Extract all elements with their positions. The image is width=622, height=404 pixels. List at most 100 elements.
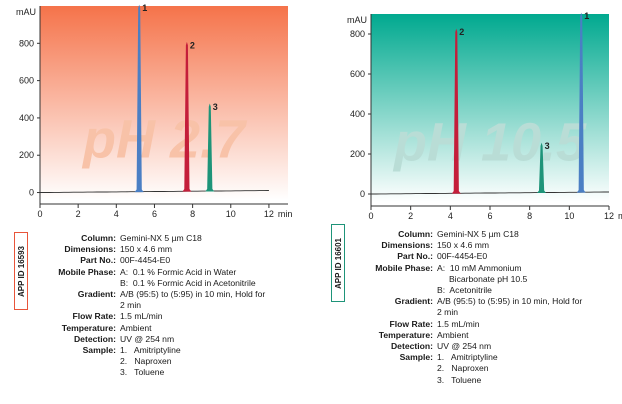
condition-key: Part No.: bbox=[397, 251, 433, 262]
condition-key: Flow Rate: bbox=[72, 311, 116, 322]
condition-row: Temperature: Ambient bbox=[351, 330, 582, 341]
condition-value: 150 x 4.6 mm bbox=[437, 240, 489, 251]
condition-key: Detection: bbox=[73, 333, 116, 344]
condition-value: A/B (95:5) to (5:95) in 10 min, Hold for… bbox=[120, 289, 265, 311]
y-tick-label: 400 bbox=[19, 113, 34, 123]
condition-value: 00F-4454-E0 bbox=[120, 255, 170, 266]
peak-label-3: 3 bbox=[545, 141, 550, 151]
x-tick-label: 10 bbox=[226, 209, 236, 219]
condition-value: 1.5 mL/min bbox=[437, 319, 480, 330]
app-id-text: APP ID 16593 bbox=[16, 245, 26, 297]
peak-label-2: 2 bbox=[190, 40, 195, 50]
condition-value-line: 2 min bbox=[437, 307, 459, 318]
x-tick-label: 6 bbox=[152, 209, 157, 219]
condition-row: Detection: UV @ 254 nm bbox=[34, 334, 265, 345]
y-tick-label: 200 bbox=[350, 149, 365, 159]
y-tick-label: 0 bbox=[360, 189, 365, 199]
condition-value-line: 1.5 mL/min bbox=[120, 311, 163, 322]
x-tick-label: 2 bbox=[76, 209, 81, 219]
peak-label-1: 1 bbox=[584, 11, 589, 21]
method-conditions: Column: Gemini-NX 5 µm C18 Dimensions: 150 … bbox=[351, 229, 582, 386]
x-tick-label: 10 bbox=[564, 211, 574, 221]
condition-key: Temperature: bbox=[378, 329, 433, 340]
x-tick-label: 12 bbox=[604, 211, 614, 221]
app-id-text: APP ID 16601 bbox=[333, 237, 343, 289]
condition-value-line: A: 10 mM Ammonium bbox=[437, 262, 522, 273]
condition-row: Mobile Phase: A: 10 mM Ammonium Bicarbona… bbox=[351, 263, 582, 297]
peak-1 bbox=[134, 4, 144, 193]
condition-value: 150 x 4.6 mm bbox=[120, 244, 172, 255]
x-axis-unit: min bbox=[618, 211, 622, 221]
x-tick-label: 2 bbox=[408, 211, 413, 221]
condition-value-line: A/B (95:5) to (5:95) in 10 min, Hold for bbox=[437, 296, 583, 307]
condition-value: UV @ 254 nm bbox=[437, 341, 491, 352]
condition-key: Part No.: bbox=[80, 255, 116, 266]
method-conditions: Column: Gemini-NX 5 µm C18 Dimensions: 150 … bbox=[34, 233, 265, 379]
condition-value-line: 1. Amitriptyline bbox=[437, 352, 498, 363]
chromatogram-panel-ph-2-7: pH 2.7 mAU 0 200 400 600 800 0 2 4 6 8 10 12 min 1 2 3 AP… bbox=[14, 3, 293, 379]
condition-value-line: 150 x 4.6 mm bbox=[120, 244, 173, 255]
condition-value-line: Gemini-NX 5 µm C18 bbox=[437, 229, 519, 239]
condition-value-line: B: Acetonitrile bbox=[437, 285, 492, 296]
app-id-badge: APP ID 16601 bbox=[331, 224, 345, 302]
y-tick-label: 400 bbox=[350, 109, 365, 119]
condition-value: Gemini-NX 5 µm C18 bbox=[120, 233, 202, 244]
condition-value-line: 2. Naproxen bbox=[437, 363, 489, 374]
condition-value-line: B: 0.1 % Formic Acid in Acetonitrile bbox=[120, 277, 256, 288]
condition-value: 00F-4454-E0 bbox=[437, 251, 487, 262]
condition-value-line: A: 0.1 % Formic Acid in Water bbox=[120, 266, 237, 277]
ph-watermark: pH 10.5 bbox=[392, 113, 587, 173]
peak-label-3: 3 bbox=[213, 102, 218, 112]
chromatogram-chart-ph-10-5: pH 10.5 mAU 0 200 400 600 800 0 2 4 6 8 10 12 min 2 3 1 bbox=[347, 11, 622, 221]
condition-key: Dimensions: bbox=[381, 240, 433, 251]
condition-value-line: UV @ 254 nm bbox=[437, 341, 492, 352]
peak-3 bbox=[205, 103, 215, 192]
condition-value-line: 00F-4454-E0 bbox=[437, 251, 488, 262]
condition-value: 1. Amitriptyline 2. Naproxen 3. Toluene bbox=[437, 352, 498, 386]
x-tick-label: 4 bbox=[448, 211, 453, 221]
condition-value-line: 1.5 mL/min bbox=[437, 318, 480, 329]
x-tick-label: 12 bbox=[264, 209, 274, 219]
condition-row: Dimensions: 150 x 4.6 mm bbox=[34, 244, 265, 255]
condition-value: 1. Amitriptyline 2. Naproxen 3. Toluene bbox=[120, 345, 181, 379]
y-tick-label: 600 bbox=[350, 69, 365, 79]
condition-row: Flow Rate: 1.5 mL/min bbox=[351, 319, 582, 330]
plot-background bbox=[40, 6, 288, 200]
ph-watermark: pH 2.7 bbox=[81, 109, 248, 169]
y-tick-label: 600 bbox=[19, 76, 34, 86]
condition-row: Sample: 1. Amitriptyline 2. Naproxen 3. Tol… bbox=[351, 352, 582, 386]
condition-key: Detection: bbox=[390, 341, 433, 352]
y-tick-label: 800 bbox=[350, 29, 365, 39]
condition-key: Sample: bbox=[82, 345, 116, 356]
condition-row: Gradient: A/B (95:5) to (5:95) in 10 min,… bbox=[34, 289, 265, 311]
x-tick-label: 0 bbox=[368, 211, 373, 221]
condition-row: Flow Rate: 1.5 mL/min bbox=[34, 311, 265, 322]
condition-value-line: 2 min bbox=[120, 300, 142, 311]
condition-value: UV @ 254 nm bbox=[120, 334, 174, 345]
x-tick-label: 0 bbox=[37, 209, 42, 219]
y-tick-label: 0 bbox=[29, 188, 34, 198]
condition-value: Ambient bbox=[120, 323, 152, 334]
condition-value: A/B (95:5) to (5:95) in 10 min, Hold for… bbox=[437, 296, 582, 318]
condition-row: Mobile Phase: A: 0.1 % Formic Acid in Wat… bbox=[34, 267, 265, 289]
condition-key: Dimensions: bbox=[64, 244, 116, 255]
condition-value-line: A/B (95:5) to (5:95) in 10 min, Hold for bbox=[120, 289, 266, 300]
condition-key: Sample: bbox=[399, 352, 433, 363]
condition-row: Part No.: 00F-4454-E0 bbox=[351, 251, 582, 262]
peak-2 bbox=[182, 41, 192, 192]
condition-row: Column: Gemini-NX 5 µm C18 bbox=[351, 229, 582, 240]
x-tick-label: 4 bbox=[114, 209, 119, 219]
peak-1 bbox=[576, 12, 586, 193]
condition-value-line: 1. Amitriptyline bbox=[120, 345, 181, 356]
baseline-trace bbox=[40, 190, 269, 193]
condition-value-line: UV @ 254 nm bbox=[120, 333, 175, 344]
plot-background bbox=[371, 14, 609, 202]
condition-value-line: 3. Toluene bbox=[437, 374, 482, 385]
condition-value-line: Ambient bbox=[437, 329, 469, 340]
y-axis-label: mAU bbox=[347, 15, 367, 25]
condition-value-line: 00F-4454-E0 bbox=[120, 255, 171, 266]
peak-2 bbox=[451, 28, 461, 194]
x-axis-unit: min bbox=[278, 209, 293, 219]
y-tick-label: 200 bbox=[19, 150, 34, 160]
